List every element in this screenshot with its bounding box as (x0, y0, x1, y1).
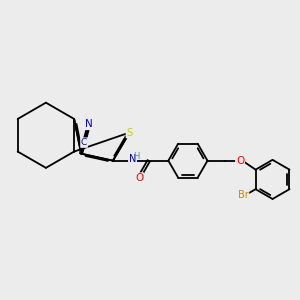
Text: H: H (134, 152, 140, 161)
Text: N: N (129, 154, 136, 164)
Text: S: S (126, 128, 133, 138)
Text: C: C (81, 138, 87, 147)
Text: Br: Br (238, 190, 248, 200)
Text: O: O (135, 173, 143, 183)
Text: N: N (85, 119, 93, 129)
Text: O: O (236, 156, 244, 166)
